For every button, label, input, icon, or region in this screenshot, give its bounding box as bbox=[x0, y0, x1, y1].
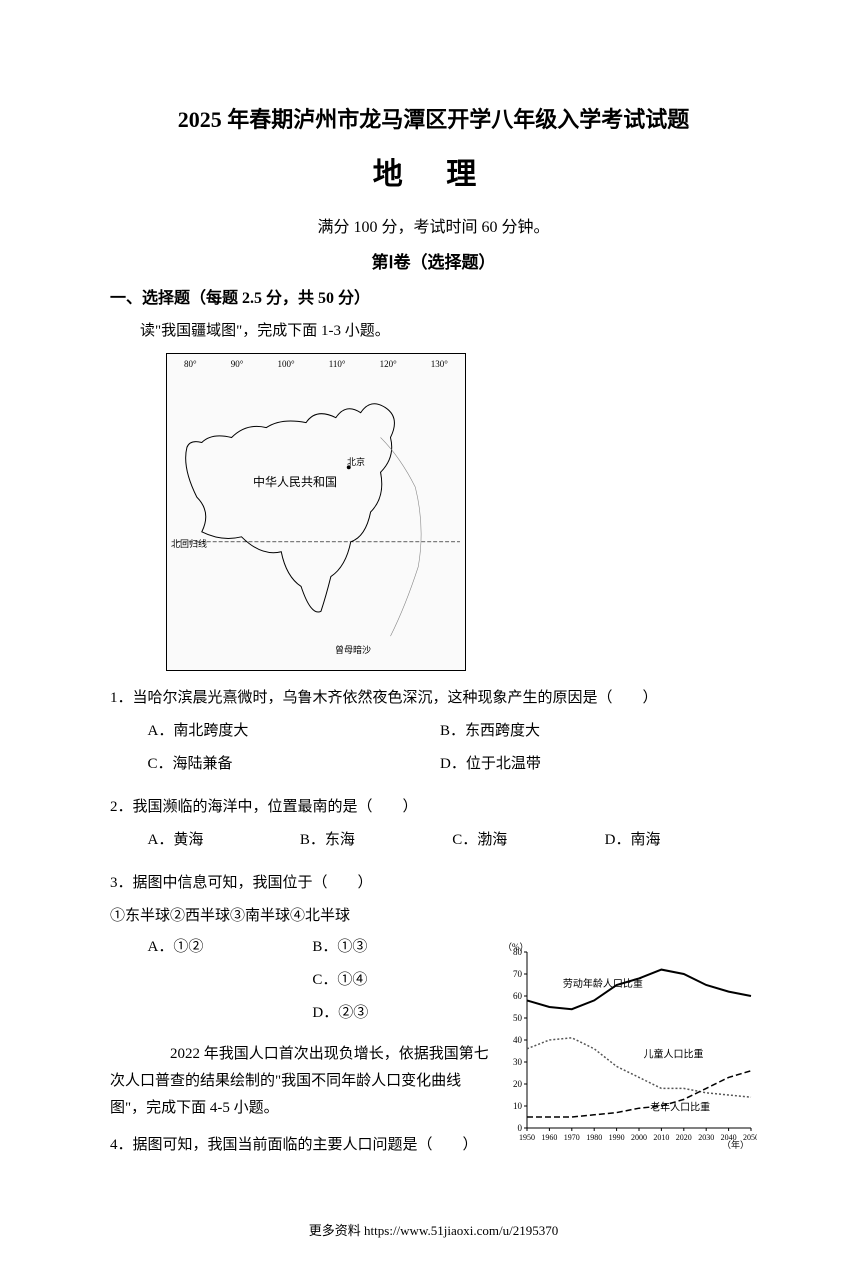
question-1: 1．当哈尔滨晨光熹微时，乌鲁木齐依然夜色深沉，这种现象产生的原因是（ ） A．南… bbox=[110, 685, 757, 784]
footer-prefix: 更多资料 bbox=[309, 1223, 364, 1238]
svg-text:1990: 1990 bbox=[609, 1133, 625, 1142]
svg-text:20: 20 bbox=[513, 1079, 523, 1089]
svg-text:2020: 2020 bbox=[676, 1133, 692, 1142]
q2-option-d: D．南海 bbox=[605, 827, 757, 854]
question-2: 2．我国濒临的海洋中，位置最南的是（ ） A．黄海 B．东海 C．渤海 D．南海 bbox=[110, 794, 757, 860]
section-header: 第Ⅰ卷（选择题） bbox=[110, 248, 757, 279]
svg-text:1970: 1970 bbox=[564, 1133, 580, 1142]
q3-substems: ①东半球②西半球③南半球④北半球 bbox=[110, 903, 757, 930]
svg-text:（年）: （年） bbox=[722, 1139, 749, 1150]
map-country-label: 中华人民共和国 bbox=[253, 472, 337, 494]
svg-text:50: 50 bbox=[513, 1013, 523, 1023]
svg-text:0: 0 bbox=[518, 1123, 523, 1133]
q3-option-c: C．①④ bbox=[312, 967, 477, 994]
svg-text:2010: 2010 bbox=[653, 1133, 669, 1142]
map-tropic-label: 北回归线 bbox=[171, 536, 207, 552]
exam-info: 满分 100 分，考试时间 60 分钟。 bbox=[110, 214, 757, 243]
subject-title: 地 理 bbox=[110, 148, 757, 202]
q3-option-d: D．②③ bbox=[312, 1000, 477, 1027]
svg-text:40: 40 bbox=[513, 1035, 523, 1045]
footer-url: https://www.51jiaoxi.com/u/2195370 bbox=[364, 1223, 558, 1238]
q4-stem: 4．据图可知，我国当前面临的主要人口问题是（ ） bbox=[110, 1132, 491, 1159]
china-territory-map: 80° 90° 100° 110° 120° 130° 中华人民共和国 北京 北… bbox=[166, 353, 466, 671]
svg-text:70: 70 bbox=[513, 969, 523, 979]
q1-stem: 1．当哈尔滨晨光熹微时，乌鲁木齐依然夜色深沉，这种现象产生的原因是（ ） bbox=[110, 685, 757, 712]
svg-text:30: 30 bbox=[513, 1057, 523, 1067]
q3-stem: 3．据图中信息可知，我国位于（ ） bbox=[110, 870, 757, 897]
exam-title: 2025 年春期泸州市龙马潭区开学八年级入学考试试题 bbox=[110, 100, 757, 140]
q1-option-a: A．南北跨度大 bbox=[148, 718, 441, 745]
map-outline-svg bbox=[172, 368, 460, 666]
q3-option-a: A．①② bbox=[148, 934, 313, 961]
q1-option-b: B．东西跨度大 bbox=[440, 718, 733, 745]
q2-option-a: A．黄海 bbox=[148, 827, 300, 854]
population-chart: （%）0102030405060708019501960197019801990… bbox=[497, 940, 757, 1150]
svg-text:2000: 2000 bbox=[631, 1133, 647, 1142]
q2-option-b: B．东海 bbox=[300, 827, 452, 854]
svg-text:1960: 1960 bbox=[541, 1133, 557, 1142]
svg-text:2030: 2030 bbox=[698, 1133, 714, 1142]
svg-text:儿童人口比重: 儿童人口比重 bbox=[643, 1047, 703, 1060]
question-3: 3．据图中信息可知，我国位于（ ） ①东半球②西半球③南半球④北半球 A．①② … bbox=[110, 870, 757, 1165]
population-chart-svg: （%）0102030405060708019501960197019801990… bbox=[497, 940, 757, 1150]
reading-instruction-1: 读"我国疆域图"，完成下面 1-3 小题。 bbox=[110, 318, 757, 345]
svg-text:1950: 1950 bbox=[519, 1133, 535, 1142]
svg-text:1980: 1980 bbox=[586, 1133, 602, 1142]
svg-text:60: 60 bbox=[513, 991, 523, 1001]
svg-text:80: 80 bbox=[513, 947, 523, 957]
svg-text:老年人口比重: 老年人口比重 bbox=[650, 1100, 710, 1113]
map-beijing-label: 北京 bbox=[347, 454, 365, 470]
q3-option-b: B．①③ bbox=[312, 934, 477, 961]
footer: 更多资料 https://www.51jiaoxi.com/u/2195370 bbox=[110, 1219, 757, 1242]
svg-text:劳动年龄人口比重: 劳动年龄人口比重 bbox=[563, 977, 643, 990]
question-4: 4．据图可知，我国当前面临的主要人口问题是（ ） bbox=[110, 1132, 491, 1159]
section-1-label: 一、选择题（每题 2.5 分，共 50 分） bbox=[110, 285, 757, 314]
svg-text:10: 10 bbox=[513, 1101, 523, 1111]
q2-stem: 2．我国濒临的海洋中，位置最南的是（ ） bbox=[110, 794, 757, 821]
q2-option-c: C．渤海 bbox=[452, 827, 604, 854]
map-zengmu-label: 曾母暗沙 bbox=[335, 642, 371, 658]
reading-instruction-2: 2022 年我国人口首次出现负增长，依据我国第七次人口普查的结果绘制的"我国不同… bbox=[110, 1041, 491, 1122]
q1-option-d: D．位于北温带 bbox=[440, 751, 733, 778]
q1-option-c: C．海陆兼备 bbox=[148, 751, 441, 778]
